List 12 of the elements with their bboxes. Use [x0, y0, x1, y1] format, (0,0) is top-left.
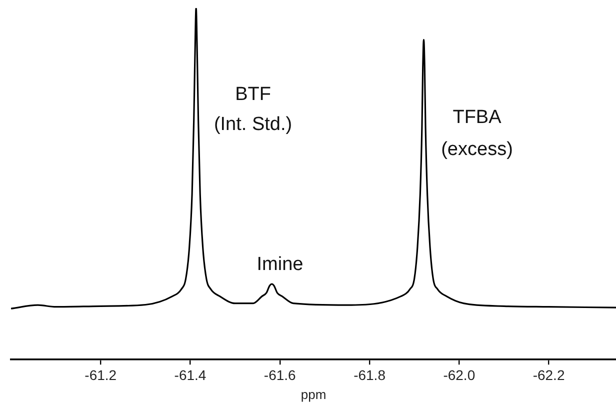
annotation: (Int. Std.)	[214, 114, 292, 136]
annotation: (excess)	[441, 139, 513, 160]
x-tick-label: -62.0	[443, 366, 476, 383]
x-tick-label: -61.8	[354, 366, 386, 383]
x-axis-title: ppm	[300, 386, 326, 402]
x-tick-label: -61.6	[264, 366, 296, 383]
x-tick-label: -62.2	[532, 366, 565, 383]
x-tick-label: -61.4	[174, 366, 206, 383]
x-tick-label: -61.2	[84, 366, 117, 383]
annotation: TFBA	[452, 107, 502, 128]
annotation: Imine	[256, 254, 304, 276]
annotation: BTF	[235, 84, 271, 106]
